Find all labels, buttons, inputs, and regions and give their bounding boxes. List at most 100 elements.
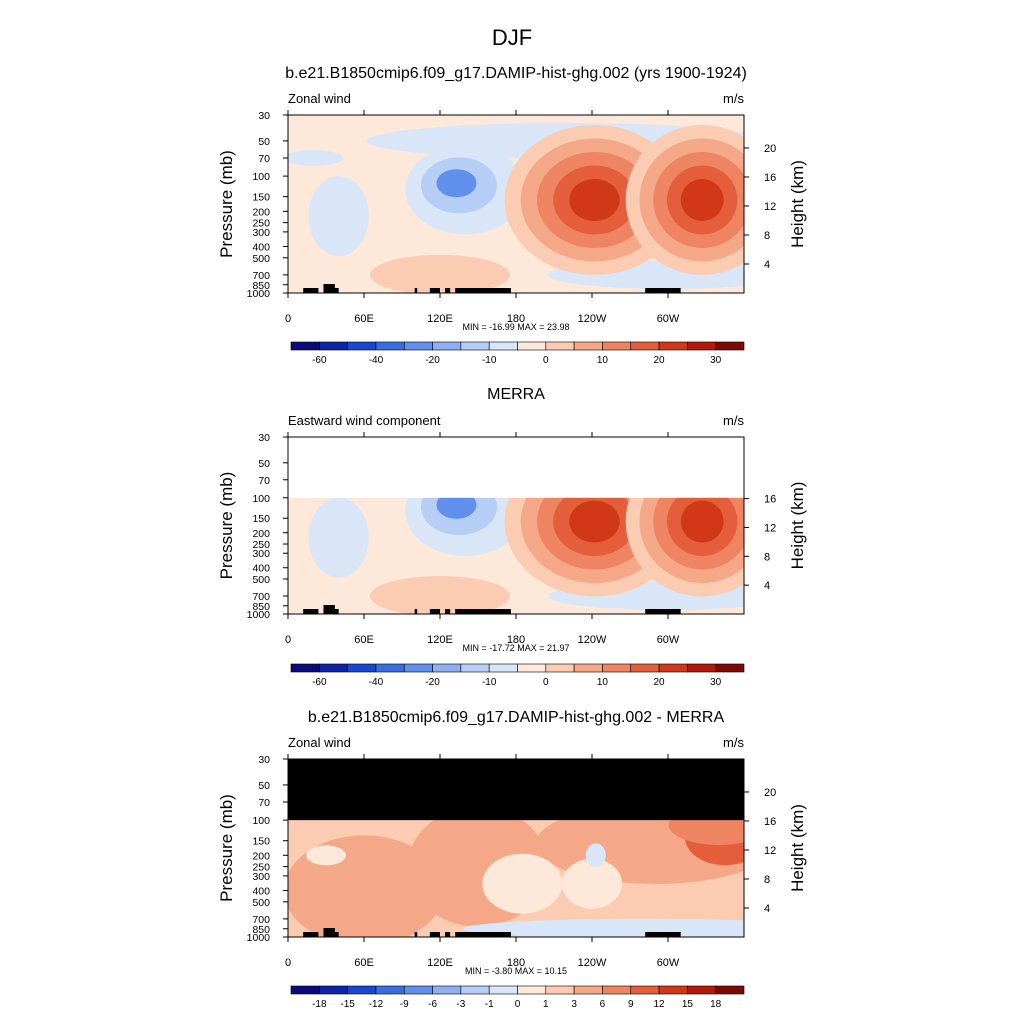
y-tick-label: 100 [252,815,270,827]
y-tick-label: 150 [252,513,270,525]
topography-bar [429,932,440,937]
colorbar-label: -6 [428,999,437,1010]
topography [303,284,681,293]
topography-bar [303,932,319,937]
colorbar-box [545,341,575,351]
y-axis-title: Pressure (mb) [217,150,236,258]
colorbar-box [715,341,745,351]
colorbar-box [460,985,490,995]
y-tick-label: 70 [258,153,270,165]
y-tick-label: 850 [252,280,270,292]
y-right-tick-label: 8 [764,874,770,886]
y-tick-label: 500 [252,897,270,909]
colorbar-label: -9 [400,999,409,1010]
colorbar-label: 9 [628,999,634,1010]
panel-title: b.e21.B1850cmip6.f09_g17.DAMIP-hist-ghg.… [308,709,725,726]
colorbar-box [602,985,632,995]
topography-peak [323,928,335,937]
panel-title: b.e21.B1850cmip6.f09_g17.DAMIP-hist-ghg.… [285,65,747,82]
colorbar-box [460,663,490,673]
y-tick-label: 700 [252,270,270,282]
colorbar: -60 -40 -20 -10 0 10 20 30 [290,341,745,366]
colorbar-box [319,341,348,351]
y-axis-title: Pressure (mb) [217,794,236,902]
y-right-axis-title: Height (km) [788,482,807,570]
panel-1: b.e21.B1850cmip6.f09_g17.DAMIP-hist-ghg.… [217,65,807,366]
x-tick-label: 180 [507,957,525,969]
topography-bar [645,932,681,937]
y-tick-label: 300 [252,548,270,560]
topography [303,928,681,937]
colorbar-label: -18 [312,999,327,1010]
field-blob [482,853,563,914]
colorbar-box [630,341,660,351]
topography-peak [323,605,335,614]
colorbar-label: -60 [312,677,327,688]
y-right-tick-label: 20 [764,787,776,799]
x-tick-label: 120W [578,313,607,325]
colorbar-box [432,341,462,351]
figure-title: DJF [492,25,532,50]
x-tick-label: 60W [657,313,680,325]
colorbar-box [630,663,660,673]
topography-bar [445,288,451,293]
min-max-stats: MIN = -17.72 MAX = 21.97 [462,643,569,653]
y-tick-label: 30 [258,110,270,122]
topography-bar [455,609,511,614]
y-tick-label: 850 [252,924,270,936]
field-blob [436,169,477,198]
colorbar-box [375,663,405,673]
topography-bar [645,288,681,293]
colorbar-box [687,663,716,673]
colorbar-label: 30 [710,355,722,366]
topography-bar [645,609,681,614]
colorbar-box [573,663,603,673]
colorbar-label: 0 [543,355,549,366]
colorbar-box [658,663,688,673]
colorbar-box [460,341,490,351]
topography-bar [429,288,440,293]
colorbar-box [573,341,603,351]
y-right-axis-title: Height (km) [788,160,807,248]
colorbar-label: 15 [682,999,694,1010]
min-max-stats: MIN = -16.99 MAX = 23.98 [462,322,569,332]
y-tick-label: 200 [252,528,270,540]
topography-peak [323,284,335,293]
y-right-tick-label: 4 [764,580,770,592]
y-tick-label: 1000 [247,288,271,300]
y-right-tick-label: 12 [764,522,776,534]
colorbar-label: 0 [543,677,549,688]
masked-region [288,759,744,821]
y-right-tick-label: 16 [764,494,776,506]
colorbar-label: -40 [369,677,384,688]
colorbar-box [573,985,603,995]
colorbar-label: 12 [654,999,666,1010]
colorbar-label: 18 [710,999,722,1010]
y-tick-label: 50 [258,458,270,470]
y-tick-label: 850 [252,601,270,613]
colorbar-label: -60 [312,355,327,366]
contour-field [288,115,744,293]
y-right-tick-label: 12 [764,201,776,213]
topography-bar [303,609,319,614]
field-blob [436,490,477,519]
colorbar-box [687,341,716,351]
x-tick-label: 180 [507,313,525,325]
jet-contour [680,178,724,221]
colorbar-box [319,985,348,995]
y-right-tick-label: 16 [764,172,776,184]
y-tick-label: 300 [252,227,270,239]
y-tick-label: 250 [252,539,270,551]
y-tick-label: 70 [258,797,270,809]
y-tick-label: 50 [258,136,270,148]
colorbar-label: -12 [369,999,384,1010]
colorbar-label: -10 [482,677,497,688]
colorbar-box [545,663,575,673]
contour-field [288,437,744,614]
contour-field [288,759,744,937]
jet-contour [569,500,620,543]
topography-bar [445,609,451,614]
colorbar-box [347,341,377,351]
